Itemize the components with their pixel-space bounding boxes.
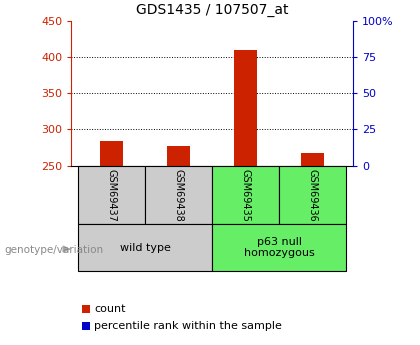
- Bar: [212, 224, 346, 271]
- Bar: [234, 50, 257, 166]
- Text: GSM69437: GSM69437: [107, 169, 117, 221]
- Text: GSM69436: GSM69436: [307, 169, 318, 221]
- Bar: [167, 146, 190, 166]
- Text: GSM69438: GSM69438: [173, 169, 184, 221]
- Bar: [100, 141, 123, 166]
- Text: p63 null
homozygous: p63 null homozygous: [244, 237, 315, 258]
- Title: GDS1435 / 107507_at: GDS1435 / 107507_at: [136, 3, 289, 17]
- Text: genotype/variation: genotype/variation: [4, 245, 103, 255]
- Bar: [301, 153, 324, 166]
- Text: wild type: wild type: [120, 243, 171, 253]
- Bar: [78, 224, 212, 271]
- Text: count: count: [94, 304, 126, 314]
- Text: percentile rank within the sample: percentile rank within the sample: [94, 321, 282, 331]
- Bar: [279, 166, 346, 224]
- Bar: [78, 166, 145, 224]
- Bar: [145, 166, 212, 224]
- Text: GSM69435: GSM69435: [241, 169, 251, 221]
- Bar: [212, 166, 279, 224]
